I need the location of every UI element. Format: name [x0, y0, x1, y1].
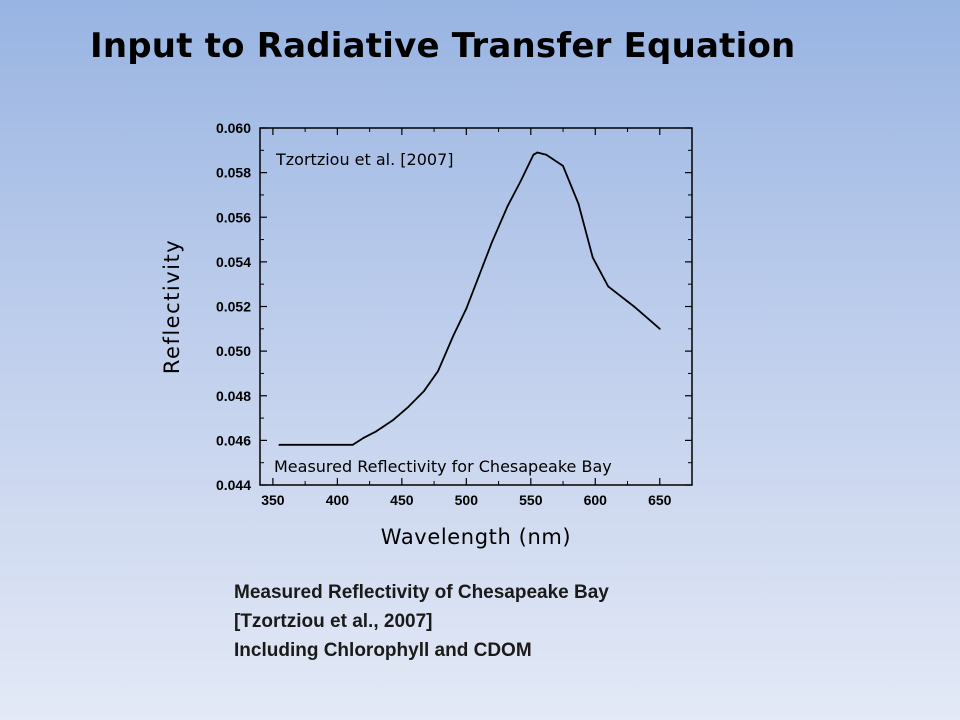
data-point [506, 205, 509, 207]
data-point [278, 443, 281, 446]
caption-line-3: Including Chlorophyll and CDOM [234, 640, 532, 661]
data-point [351, 443, 354, 446]
data-point [607, 285, 610, 288]
data-point [658, 327, 661, 330]
data-point [536, 151, 539, 154]
plot-frame [259, 127, 693, 486]
data-point [422, 390, 425, 393]
data-point [633, 305, 635, 308]
data-point [591, 256, 594, 259]
x-tick-label: 500 [455, 492, 479, 508]
x-tick-label: 550 [519, 492, 543, 508]
y-tick-label: 0.050 [216, 343, 251, 359]
y-tick-label: 0.056 [216, 209, 251, 225]
x-tick-label: 650 [648, 492, 672, 508]
y-tick-label: 0.058 [216, 165, 251, 181]
caption: Measured Reflectivity of Chesapeake Bay … [234, 578, 609, 665]
data-point [452, 334, 455, 337]
caption-line-1: Measured Reflectivity of Chesapeake Bay [234, 582, 609, 603]
data-point [375, 430, 377, 433]
annotation-source: Tzortziou et al. [2007] [275, 150, 454, 169]
y-axis-label: Reflectivity [160, 239, 184, 374]
slide-title: Input to Radiative Transfer Equation [90, 26, 796, 66]
series-line-0 [279, 151, 661, 446]
data-point [519, 180, 522, 183]
data-point [407, 406, 410, 408]
x-tick-label: 400 [326, 492, 350, 508]
data-point [362, 437, 365, 440]
y-tick-label: 0.054 [216, 254, 251, 270]
data-point [465, 307, 468, 310]
y-tick-label: 0.048 [216, 388, 251, 404]
data-point [437, 370, 439, 373]
data-point [562, 165, 564, 167]
x-axis-label: Wavelength (nm) [381, 525, 571, 549]
y-tick-label: 0.060 [216, 120, 251, 136]
x-tick-label: 600 [584, 492, 608, 508]
annotation-description: Measured Reflectivity for Chesapeake Bay [274, 457, 612, 476]
y-tick-label: 0.044 [216, 477, 251, 493]
data-point [577, 202, 580, 205]
x-tick-label: 350 [261, 492, 285, 508]
x-tick-label: 450 [390, 492, 414, 508]
caption-line-2: [Tzortziou et al., 2007] [234, 611, 433, 632]
data-point [532, 153, 535, 156]
y-tick-label: 0.052 [216, 299, 251, 315]
y-tick-label: 0.046 [216, 432, 251, 448]
data-point [391, 419, 394, 422]
data-point [478, 274, 481, 277]
data-point [491, 240, 494, 243]
data-point [545, 153, 548, 156]
